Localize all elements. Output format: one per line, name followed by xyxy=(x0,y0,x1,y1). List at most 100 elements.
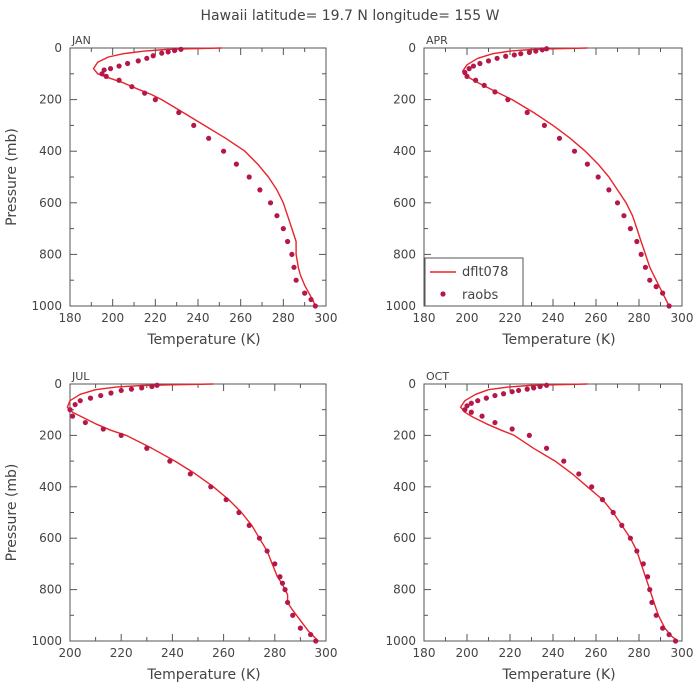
data-point-raobs-jan xyxy=(107,66,114,72)
data-point-raobs-apr xyxy=(526,49,532,55)
data-point-raobs-oct xyxy=(619,522,625,528)
data-point-raobs-jan xyxy=(221,148,227,154)
data-point-raobs-jul xyxy=(187,471,193,477)
panel-jul: 200 220 240 260 280 300 0 200 400 600 800 1000 JUL Te… xyxy=(4,370,337,683)
data-point-raobs-jul xyxy=(149,383,155,390)
data-point-raobs-apr xyxy=(638,251,644,257)
data-point-raobs-jul xyxy=(87,395,94,401)
x-tick-label-apr: 200 xyxy=(456,311,479,325)
legend-box xyxy=(424,257,524,307)
data-point-raobs-oct xyxy=(492,419,498,426)
data-point-raobs-oct xyxy=(479,413,485,419)
data-point-raobs-jul xyxy=(139,385,145,391)
x-axis-label-apr: Temperature (K) xyxy=(501,332,615,348)
series-line-dflt078-apr xyxy=(462,47,670,307)
data-point-raobs-apr xyxy=(634,238,640,245)
data-point-raobs-oct xyxy=(462,407,468,413)
data-point-raobs-oct xyxy=(666,631,672,638)
data-point-raobs-apr xyxy=(466,66,472,72)
legend-point-swatch xyxy=(440,291,446,297)
x-tick-label-jan: 280 xyxy=(272,311,295,325)
data-point-raobs-jul xyxy=(82,419,88,426)
data-point-raobs-jul xyxy=(69,413,76,419)
data-point-raobs-jul xyxy=(277,574,283,580)
data-point-raobs-jul xyxy=(246,522,252,528)
data-point-raobs-jan xyxy=(129,84,135,90)
y-tick-label-jan: 200 xyxy=(39,93,62,107)
y-axis-label-jan: Pressure (mb) xyxy=(4,128,20,226)
data-point-raobs-jan xyxy=(280,226,286,232)
y-axis-label-jul: Pressure (mb) xyxy=(4,464,20,562)
data-point-raobs-apr xyxy=(595,174,601,180)
data-point-raobs-jan xyxy=(165,49,171,55)
data-point-raobs-jan xyxy=(293,277,299,283)
y-tick-label-jul: 400 xyxy=(39,480,62,494)
x-tick-label-jul: 200 xyxy=(59,646,82,660)
x-tick-label-apr: 280 xyxy=(628,311,651,325)
data-point-raobs-jan xyxy=(267,200,274,206)
x-tick-label-jan: 300 xyxy=(315,311,338,325)
data-point-raobs-jan xyxy=(103,73,109,79)
data-point-raobs-apr xyxy=(642,264,649,270)
x-tick-label-jan: 240 xyxy=(187,311,210,325)
data-point-raobs-apr xyxy=(584,161,591,167)
y-tick-label-oct: 800 xyxy=(393,583,416,597)
panel-title-jan: JAN xyxy=(71,34,91,47)
x-tick-label-apr: 220 xyxy=(499,311,522,325)
data-point-raobs-apr xyxy=(541,122,548,128)
data-point-raobs-oct xyxy=(468,400,474,406)
data-point-raobs-jan xyxy=(152,97,158,103)
data-point-raobs-oct xyxy=(509,389,515,395)
data-point-raobs-apr xyxy=(494,55,500,61)
data-point-raobs-apr xyxy=(503,53,509,59)
x-axis-label-oct: Temperature (K) xyxy=(501,667,615,683)
data-point-raobs-jan xyxy=(144,55,150,61)
data-point-raobs-jan xyxy=(302,290,308,296)
data-point-raobs-oct xyxy=(561,458,567,464)
data-point-raobs-jan xyxy=(101,67,107,73)
data-point-raobs-jul xyxy=(256,535,263,541)
x-tick-label-oct: 260 xyxy=(585,646,608,660)
y-tick-label-apr: 400 xyxy=(393,144,416,158)
data-point-raobs-jan xyxy=(233,161,239,167)
y-tick-label-apr: 1000 xyxy=(385,299,416,313)
data-point-raobs-oct xyxy=(645,574,651,580)
data-point-raobs-oct xyxy=(464,403,470,409)
data-point-raobs-oct xyxy=(640,561,646,567)
data-point-raobs-apr xyxy=(621,213,627,219)
y-tick-label-jul: 600 xyxy=(39,531,62,545)
legend-entry-dflt078: dflt078 xyxy=(462,265,508,280)
panel-title-oct: OCT xyxy=(426,370,449,383)
panel-title-jul: JUL xyxy=(71,370,90,383)
series-line-dflt078-jan xyxy=(92,47,316,307)
x-tick-label-apr: 180 xyxy=(413,311,436,325)
x-tick-label-jan: 220 xyxy=(144,311,167,325)
data-point-raobs-oct xyxy=(543,382,550,388)
y-tick-label-oct: 0 xyxy=(408,377,416,391)
data-point-raobs-jul xyxy=(72,401,78,408)
y-tick-label-jul: 0 xyxy=(54,377,62,391)
data-point-raobs-jul xyxy=(98,392,104,399)
data-point-raobs-apr xyxy=(505,97,511,103)
y-tick-label-apr: 200 xyxy=(393,93,416,107)
y-tick-label-apr: 800 xyxy=(393,247,416,261)
x-tick-label-jan: 200 xyxy=(101,311,124,325)
x-tick-label-oct: 300 xyxy=(671,646,694,660)
x-axis-label-jan: Temperature (K) xyxy=(146,332,260,348)
x-tick-label-oct: 200 xyxy=(456,646,479,660)
data-point-raobs-jul xyxy=(128,386,135,392)
data-point-raobs-jan xyxy=(171,47,178,54)
data-point-raobs-oct xyxy=(672,638,679,644)
data-point-raobs-apr xyxy=(485,58,492,64)
data-point-raobs-oct xyxy=(576,471,582,477)
data-point-raobs-apr xyxy=(571,148,578,154)
data-point-raobs-apr xyxy=(477,60,483,67)
y-tick-label-jan: 0 xyxy=(54,41,62,55)
data-point-raobs-oct xyxy=(599,497,606,503)
y-tick-label-jan: 1000 xyxy=(31,299,62,313)
data-point-raobs-jul xyxy=(272,561,278,567)
y-tick-label-oct: 600 xyxy=(393,531,416,545)
data-point-raobs-jul xyxy=(77,398,83,404)
data-point-raobs-apr xyxy=(470,63,477,69)
data-point-raobs-jul xyxy=(167,458,173,464)
